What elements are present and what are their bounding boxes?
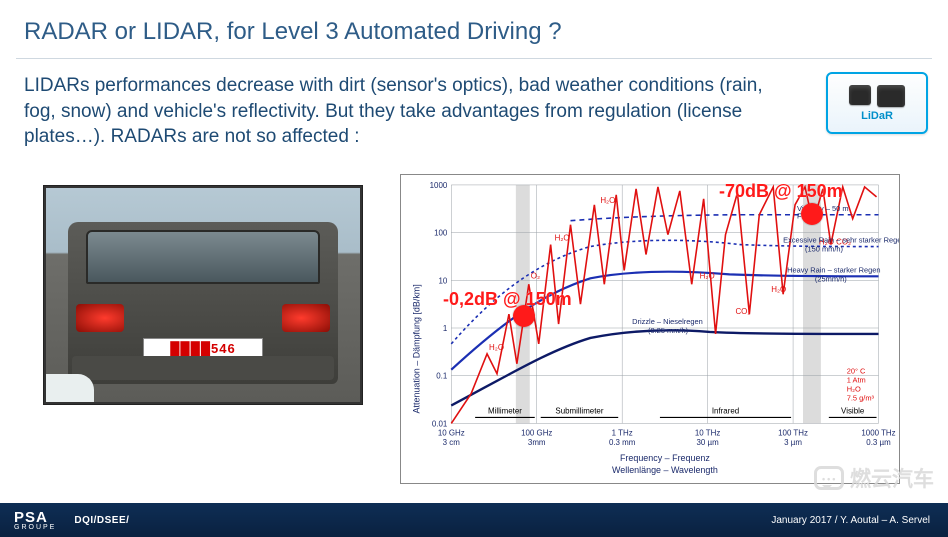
svg-text:Fog: Fog	[797, 212, 810, 221]
svg-text:1000: 1000	[430, 181, 448, 190]
svg-text:H₂O: H₂O	[847, 385, 861, 394]
body-text: LIDARs performances decrease with dirt (…	[24, 73, 764, 150]
wechat-icon: •••	[814, 466, 844, 490]
lidar-sensor-icon	[877, 85, 905, 107]
lidar-sensor-icon	[849, 85, 871, 105]
car-rear-window	[86, 230, 320, 284]
svg-text:Drizzle – Nieselregen: Drizzle – Nieselregen	[632, 317, 703, 326]
svg-text:H₂O: H₂O	[700, 271, 715, 280]
svg-text:10 GHz: 10 GHz	[438, 428, 465, 437]
tail-light-right	[282, 304, 330, 332]
svg-text:30 µm: 30 µm	[697, 438, 720, 447]
svg-text:100: 100	[434, 229, 448, 238]
svg-text:Frequency – Frequenz: Frequency – Frequenz	[620, 453, 710, 463]
figures-row: ████546	[24, 174, 924, 484]
watermark-text: 燃云汽车	[850, 463, 934, 493]
svg-text:CO₂: CO₂	[735, 307, 750, 316]
svg-text:20° C: 20° C	[847, 367, 866, 376]
svg-text:100 THz: 100 THz	[778, 428, 808, 437]
svg-text:10 THz: 10 THz	[695, 428, 720, 437]
brand-logo: PSA GROUPE	[14, 509, 56, 531]
svg-text:Wellenlänge – Wavelength: Wellenlänge – Wavelength	[612, 465, 718, 475]
footer-bar: PSA GROUPE DQI/DSEE/ January 2017 / Y. A…	[0, 503, 948, 537]
car-photo: ████546	[44, 186, 362, 404]
chart-svg: 0.01 0.1 1 10 100 1000 Attenuation – Däm…	[401, 175, 899, 483]
watermark: ••• 燃云汽车	[814, 463, 934, 493]
lidar-badge-label: LiDaR	[861, 110, 893, 122]
svg-text:0.1: 0.1	[436, 372, 448, 381]
svg-text:Submillimeter: Submillimeter	[555, 406, 603, 415]
svg-text:H₂O: H₂O	[489, 343, 504, 352]
svg-text:0.3 µm: 0.3 µm	[866, 438, 891, 447]
lidar-sensor-icons	[849, 85, 905, 107]
svg-text:(150 mm/h): (150 mm/h)	[805, 244, 844, 253]
svg-text:7.5 g/m³: 7.5 g/m³	[847, 393, 875, 402]
svg-text:(25mm/h): (25mm/h)	[815, 274, 847, 283]
svg-text:3mm: 3mm	[528, 438, 546, 447]
snow-patch	[46, 374, 94, 402]
svg-text:1 THz: 1 THz	[612, 428, 633, 437]
svg-text:100 GHz: 100 GHz	[521, 428, 552, 437]
content-area: LIDARs performances decrease with dirt (…	[0, 73, 948, 484]
svg-text:H₂O: H₂O	[771, 285, 786, 294]
svg-text:1 Atm: 1 Atm	[847, 376, 866, 385]
car-bumper	[72, 356, 334, 380]
svg-text:3 µm: 3 µm	[784, 438, 802, 447]
footer-dept: DQI/DSEE/	[74, 515, 129, 526]
lidar-badge: LiDaR	[826, 72, 928, 134]
svg-text:Infrared: Infrared	[712, 406, 739, 415]
svg-text:3 cm: 3 cm	[443, 438, 461, 447]
svg-text:O₂: O₂	[531, 271, 540, 280]
svg-text:Excessive Rain – sehr starker: Excessive Rain – sehr starker Regen	[783, 235, 899, 244]
svg-text:0.01: 0.01	[432, 419, 448, 428]
svg-text:1000 THz: 1000 THz	[861, 428, 895, 437]
svg-text:H₂O: H₂O	[600, 196, 615, 205]
footer-meta: January 2017 / Y. Aoutal – A. Servel	[771, 515, 930, 526]
svg-text:1: 1	[443, 324, 448, 333]
svg-text:10: 10	[438, 276, 447, 285]
svg-text:Visible: Visible	[841, 406, 865, 415]
svg-text:H₂O: H₂O	[555, 233, 570, 242]
attenuation-chart: 0.01 0.1 1 10 100 1000 Attenuation – Däm…	[400, 174, 900, 484]
page-title: RADAR or LIDAR, for Level 3 Automated Dr…	[0, 0, 948, 58]
svg-text:(0.25 mm/h): (0.25 mm/h)	[648, 326, 689, 335]
y-axis-label: Attenuation – Dämpfung [dB/km]	[411, 284, 421, 413]
svg-text:Millimeter: Millimeter	[488, 406, 522, 415]
tail-light-left	[76, 304, 124, 332]
svg-text:Heavy Rain – starker Regen: Heavy Rain – starker Regen	[787, 265, 880, 274]
svg-text:0.3 mm: 0.3 mm	[609, 438, 636, 447]
title-divider	[16, 58, 932, 59]
